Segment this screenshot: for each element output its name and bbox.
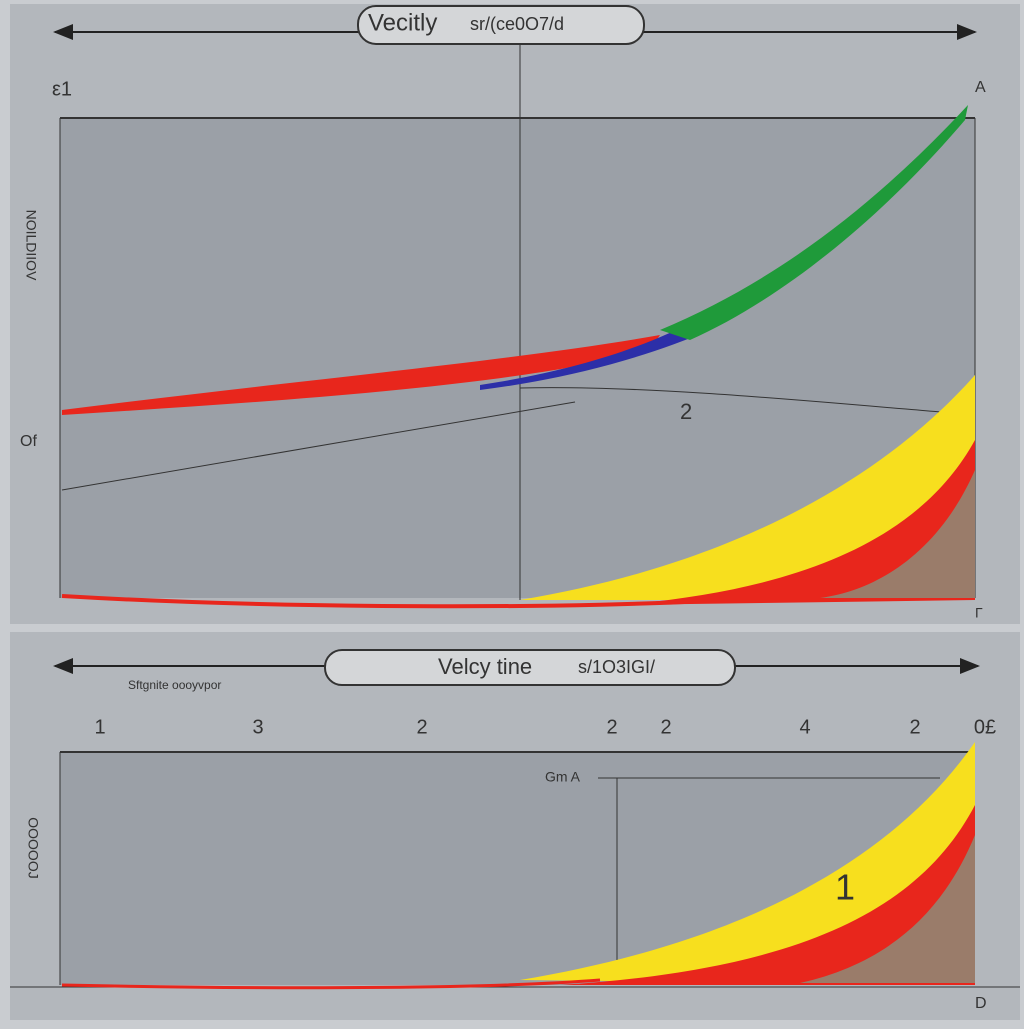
bottom-label: D: [975, 995, 987, 1012]
title-box: [324, 649, 736, 686]
note: Sftgnite oooyvpor: [128, 678, 221, 692]
subtitle: s/1O3IGI/: [578, 657, 655, 677]
red-base: [61, 594, 721, 609]
side-label: Of: [20, 433, 37, 450]
tick-label: 1: [94, 716, 105, 738]
end-label: A: [975, 79, 986, 96]
title: Vecitly: [368, 9, 437, 36]
curve-label: 2: [680, 399, 692, 424]
tick-label: 2: [606, 716, 617, 738]
tick-labels: 1 3 2 2 2 4 2 0£: [94, 716, 996, 738]
tick-label: 4: [799, 716, 810, 738]
tick-label: 2: [909, 716, 920, 738]
corner-label: ε1: [52, 78, 72, 100]
red-base: [61, 978, 601, 990]
red-band: [62, 335, 660, 415]
red-area: [560, 805, 975, 985]
green-band: [660, 105, 968, 340]
tick-label: 3: [252, 716, 263, 738]
tick-label: 2: [416, 716, 427, 738]
line: [61, 401, 576, 491]
brown-area: [820, 470, 975, 598]
y-axis-label: NOILDIIOV: [23, 210, 39, 281]
marker-label: Gm A: [545, 769, 581, 785]
area-label: 1: [835, 867, 855, 908]
tick-label: 0£: [974, 716, 996, 738]
y-axis-label: OOOOOJ: [25, 817, 41, 878]
subtitle: sr/(ce0O7/d: [470, 14, 564, 34]
bottom-label: Г: [975, 605, 983, 621]
line: [519, 387, 941, 413]
yellow-area: [520, 375, 975, 600]
title-box: [357, 5, 645, 45]
title: Velcy tine: [438, 654, 532, 679]
brown-area: [800, 835, 975, 983]
tick-label: 2: [660, 716, 671, 738]
red-area: [620, 440, 975, 605]
